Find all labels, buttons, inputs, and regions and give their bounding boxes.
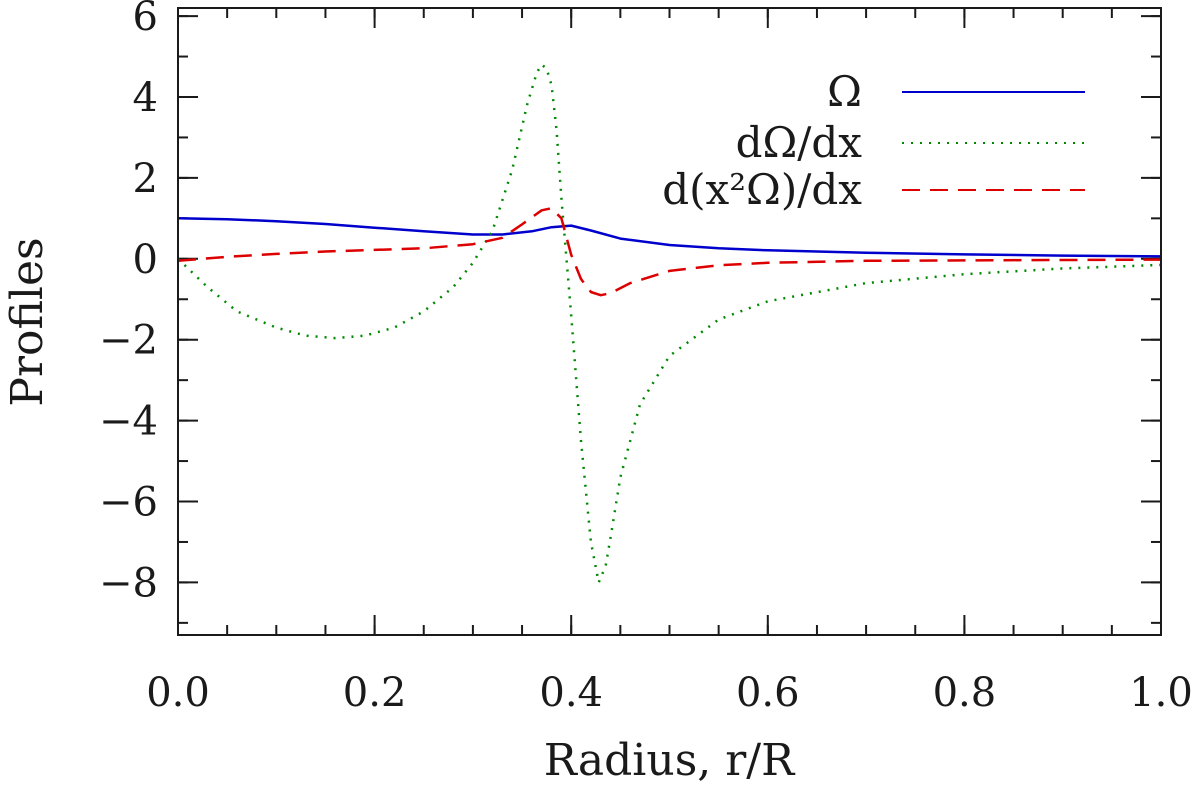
x-tick-label: 1.0 [1129,670,1193,716]
y-tick-label: −6 [99,480,158,526]
plot-frame [177,7,1162,636]
x-tick-label: 0.6 [736,670,800,716]
x-tick-label: 0.2 [343,670,407,716]
series-layer [177,63,1162,584]
legend-label-dOmega_dx: dΩ/dx [736,118,863,167]
legend-label-d_x2Omega_dx: d(x²Ω)/dx [662,165,862,214]
y-tick-label: 2 [133,156,158,202]
y-tick-label: −8 [99,560,158,606]
legend: ΩdΩ/dxd(x²Ω)/dx [662,67,1085,214]
y-tick-label: 6 [133,0,158,40]
series-line-dOmega_dx [177,63,1162,584]
y-tick-label: 0 [133,237,158,283]
y-tick-label: −4 [99,399,158,445]
y-tick-labels: −8 −6 −4 −2 0 2 4 6 [99,0,158,606]
axis-ticks [177,8,1162,635]
x-tick-labels: 0.0 0.2 0.4 0.6 0.8 1.0 [146,670,1193,716]
series-line-Omega [177,217,1162,258]
x-tick-label: 0.4 [539,670,603,716]
x-tick-label: 0.0 [146,670,210,716]
y-tick-label: 4 [133,75,158,121]
y-tick-label: −2 [99,318,158,364]
series-line-d_x2Omega_dx [177,206,1162,297]
x-tick-label: 0.8 [933,670,997,716]
legend-label-Omega: Ω [827,67,862,116]
x-axis-title: Radius, r/R [544,735,796,786]
y-axis-title: Profiles [2,237,53,406]
